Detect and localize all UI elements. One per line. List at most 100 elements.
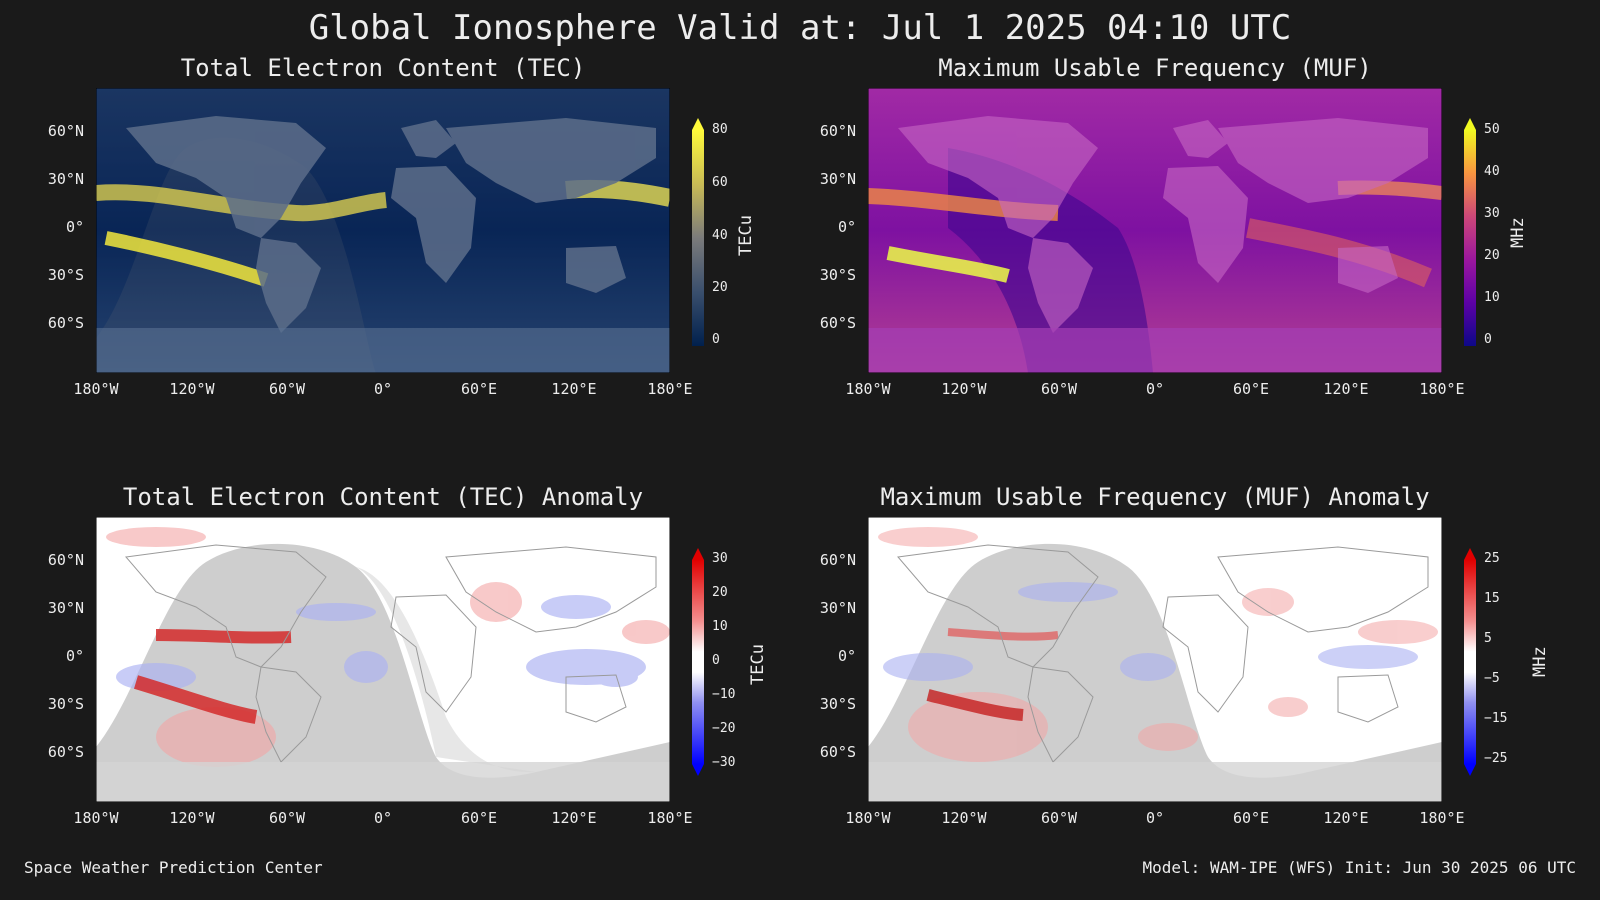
lon-label-60e: 60°E — [1232, 380, 1270, 398]
lat-label-60n: 60°N — [47, 122, 84, 140]
muf-colorbar-unit: MHz — [1508, 217, 1528, 248]
tec-anomaly-band-south — [133, 675, 258, 724]
lat-label-60n: 60°N — [47, 551, 84, 569]
lat-label-30s: 30°S — [819, 695, 856, 713]
lon-label-0: 0° — [373, 380, 393, 398]
lon-label-60w: 60°W — [268, 380, 306, 398]
lon-label-180e: 180°E — [1419, 809, 1465, 827]
lat-label-0: 0° — [837, 218, 856, 236]
tec-anomaly-band-north — [155, 629, 292, 644]
muf-cb-tick-50: 50 — [1484, 122, 1500, 137]
lat-label-60n: 60°N — [819, 551, 856, 569]
muf-anomaly-map[interactable] — [868, 517, 1442, 802]
lat-label-30n: 30°N — [47, 599, 84, 617]
muf-anomaly-negative-areas — [883, 582, 1418, 681]
lon-label-60w: 60°W — [1040, 809, 1078, 827]
muf-anomaly-cb-tick-neg15: −15 — [1484, 711, 1508, 726]
muf-cb-tick-40: 40 — [1484, 164, 1500, 179]
tec-anomaly-cb-tick-30: 30 — [712, 551, 728, 566]
tec-cb-tick-60: 60 — [712, 175, 728, 190]
muf-continents — [898, 116, 1428, 333]
tec-continents — [126, 116, 656, 333]
lat-label-60s: 60°S — [47, 743, 84, 761]
tec-band-south — [104, 231, 269, 287]
lon-label-120w: 120°W — [941, 809, 987, 827]
muf-anomaly-band-north — [947, 628, 1059, 641]
lon-label-180e: 180°E — [1419, 380, 1465, 398]
tec-cb-tick-20: 20 — [712, 280, 728, 295]
lat-label-30n: 30°N — [47, 170, 84, 188]
lon-label-0: 0° — [1145, 809, 1165, 827]
lat-label-0: 0° — [65, 647, 84, 665]
tec-anomaly-cb-tick-10: 10 — [712, 619, 728, 634]
tec-cb-tick-80: 80 — [712, 122, 728, 137]
muf-anomaly-antarctica — [868, 762, 1442, 802]
muf-cb-tick-10: 10 — [1484, 290, 1500, 305]
lat-label-0: 0° — [65, 218, 84, 236]
muf-anomaly-cb-tick-15: 15 — [1484, 591, 1500, 606]
lat-label-30n: 30°N — [819, 599, 856, 617]
tec-anomaly-cb-tick-20: 20 — [712, 585, 728, 600]
muf-anomaly-cb-tick-5: 5 — [1484, 631, 1492, 646]
tec-anomaly-cb-tick-0: 0 — [712, 653, 720, 668]
tec-panel-title: Total Electron Content (TEC) — [180, 54, 586, 82]
muf-anomaly-colorbar-unit: MHz — [1530, 646, 1550, 677]
muf-cb-tick-30: 30 — [1484, 206, 1500, 221]
lon-label-0: 0° — [373, 809, 393, 827]
footer-agency: Space Weather Prediction Center — [24, 858, 323, 877]
tec-anomaly-cb-tick-neg30: −30 — [712, 755, 736, 770]
muf-anomaly-panel-title: Maximum Usable Frequency (MUF) Anomaly — [880, 483, 1430, 511]
lon-label-60e: 60°E — [1232, 809, 1270, 827]
tec-anomaly-cb-tick-neg10: −10 — [712, 687, 736, 702]
lon-label-120w: 120°W — [941, 380, 987, 398]
lat-label-60s: 60°S — [819, 743, 856, 761]
lat-label-30s: 30°S — [819, 266, 856, 284]
lon-label-180e: 180°E — [647, 380, 693, 398]
lon-label-60w: 60°W — [1040, 380, 1078, 398]
lat-label-30s: 30°S — [47, 266, 84, 284]
lon-label-120e: 120°E — [1323, 380, 1369, 398]
muf-cb-tick-20: 20 — [1484, 248, 1500, 263]
lon-label-120w: 120°W — [169, 380, 215, 398]
lon-label-180w: 180°W — [845, 809, 891, 827]
lon-label-60e: 60°E — [460, 380, 498, 398]
muf-cb-tick-0: 0 — [1484, 332, 1492, 347]
tec-cb-tick-0: 0 — [712, 332, 720, 347]
tec-anomaly-coastlines — [125, 544, 657, 763]
lon-label-180w: 180°W — [73, 809, 119, 827]
lon-label-60w: 60°W — [268, 809, 306, 827]
lon-label-120e: 120°E — [1323, 809, 1369, 827]
muf-anomaly-cb-tick-neg25: −25 — [1484, 751, 1508, 766]
tec-colorbar-unit: TECu — [736, 215, 756, 256]
tec-antarctica — [96, 328, 670, 373]
muf-colorbar — [1464, 118, 1476, 346]
lon-label-180e: 180°E — [647, 809, 693, 827]
muf-panel-title: Maximum Usable Frequency (MUF) — [938, 54, 1372, 82]
tec-anomaly-cb-tick-neg20: −20 — [712, 721, 736, 736]
muf-antarctica — [868, 328, 1442, 373]
muf-band-south — [886, 246, 1010, 283]
tec-cb-tick-40: 40 — [712, 228, 728, 243]
lat-label-0: 0° — [837, 647, 856, 665]
lat-label-30s: 30°S — [47, 695, 84, 713]
lat-label-30n: 30°N — [819, 170, 856, 188]
lon-label-0: 0° — [1145, 380, 1165, 398]
muf-anomaly-coastlines — [897, 544, 1429, 763]
lon-label-60e: 60°E — [460, 809, 498, 827]
muf-anomaly-positive-areas — [878, 527, 1438, 762]
muf-anomaly-colorbar — [1464, 548, 1476, 776]
tec-anomaly-colorbar — [692, 548, 704, 776]
tec-anomaly-positive-areas — [106, 527, 670, 767]
muf-anomaly-cb-tick-25: 25 — [1484, 551, 1500, 566]
tec-anomaly-panel-title: Total Electron Content (TEC) Anomaly — [122, 483, 644, 511]
lon-label-120e: 120°E — [551, 809, 597, 827]
muf-map[interactable] — [868, 88, 1442, 373]
tec-map[interactable] — [96, 88, 670, 373]
muf-anomaly-band-south — [926, 689, 1024, 721]
footer-model-info: Model: WAM-IPE (WFS) Init: Jun 30 2025 0… — [1142, 858, 1576, 877]
lat-label-60s: 60°S — [819, 314, 856, 332]
tec-anomaly-map[interactable] — [96, 517, 670, 802]
lat-label-60s: 60°S — [47, 314, 84, 332]
muf-band-indian — [1246, 218, 1432, 288]
lon-label-180w: 180°W — [845, 380, 891, 398]
